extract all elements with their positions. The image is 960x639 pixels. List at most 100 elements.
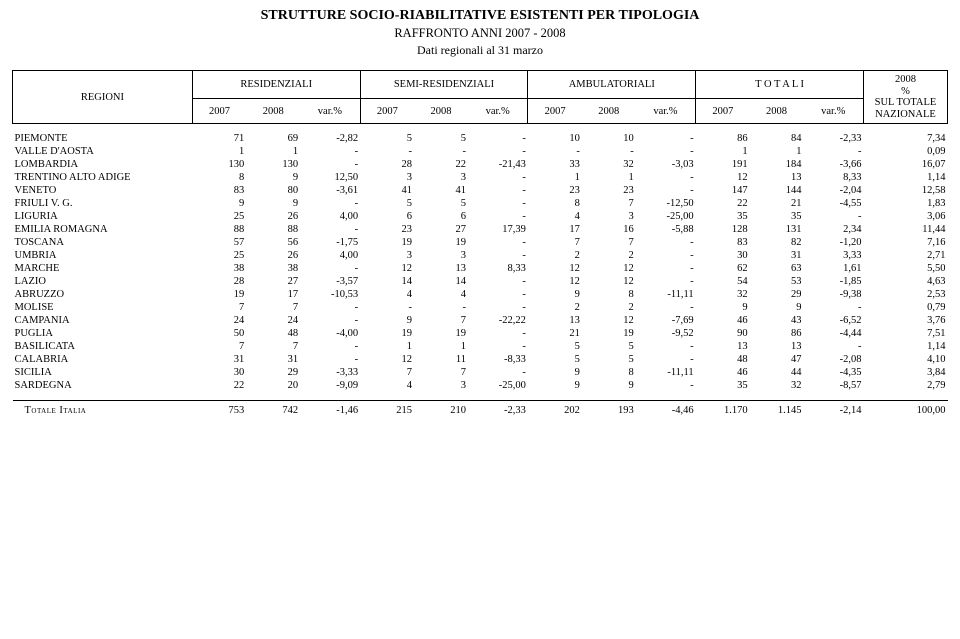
region: MOLISE — [13, 301, 193, 314]
hdr-a-2008: 2008 — [582, 99, 636, 124]
cell: 2,71 — [863, 249, 947, 262]
table-row: EMILIA ROMAGNA8888-232717,391716-5,88128… — [13, 223, 948, 236]
cell: 193 — [582, 401, 636, 418]
cell: -9,09 — [300, 379, 360, 392]
cell: - — [360, 145, 414, 158]
cell: 5,50 — [863, 262, 947, 275]
cell: 5 — [360, 132, 414, 145]
cell: 80 — [246, 184, 300, 197]
cell: 5 — [582, 340, 636, 353]
table-row: TOSCANA5756-1,751919-77-8382-1,207,16 — [13, 236, 948, 249]
cell: - — [468, 301, 528, 314]
cell: 3,84 — [863, 366, 947, 379]
cell: 35 — [750, 210, 804, 223]
cell: 2 — [582, 301, 636, 314]
cell: 71 — [192, 132, 246, 145]
cell: 12 — [528, 275, 582, 288]
cell: 2 — [528, 249, 582, 262]
cell: 191 — [696, 158, 750, 171]
cell: -1,46 — [300, 401, 360, 418]
cell: 54 — [696, 275, 750, 288]
region: EMILIA ROMAGNA — [13, 223, 193, 236]
cell: -4,46 — [636, 401, 696, 418]
table-row: VENETO8380-3,614141-2323-147144-2,0412,5… — [13, 184, 948, 197]
cell: - — [300, 158, 360, 171]
region: SICILIA — [13, 366, 193, 379]
table-row: FRIULI V. G.99-55-87-12,502221-4,551,83 — [13, 197, 948, 210]
cell: - — [636, 171, 696, 184]
cell: -4,00 — [300, 327, 360, 340]
cell: 2 — [582, 249, 636, 262]
cell: - — [300, 223, 360, 236]
cell: 1 — [246, 145, 300, 158]
region: CALABRIA — [13, 353, 193, 366]
cell: 202 — [528, 401, 582, 418]
cell: -2,33 — [804, 132, 864, 145]
cell: 742 — [246, 401, 300, 418]
cell: 3,06 — [863, 210, 947, 223]
cell: 5 — [528, 353, 582, 366]
cell: - — [804, 340, 864, 353]
cell: 13 — [528, 314, 582, 327]
cell: -3,66 — [804, 158, 864, 171]
cell: 88 — [192, 223, 246, 236]
cell: - — [636, 262, 696, 275]
cell: - — [636, 275, 696, 288]
region: TOSCANA — [13, 236, 193, 249]
cell: 19 — [360, 236, 414, 249]
cell: 130 — [192, 158, 246, 171]
cell: -4,35 — [804, 366, 864, 379]
cell: - — [414, 301, 468, 314]
cell: 12 — [582, 275, 636, 288]
table-row: MARCHE3838-12138,331212-62631,615,50 — [13, 262, 948, 275]
cell: 2 — [528, 301, 582, 314]
cell: 3 — [414, 379, 468, 392]
cell: -25,00 — [468, 379, 528, 392]
hdr-group-ambulatoriali: AMBULATORIALI — [528, 71, 696, 99]
cell: 33 — [528, 158, 582, 171]
cell: -3,33 — [300, 366, 360, 379]
cell: 84 — [750, 132, 804, 145]
cell: 5 — [360, 197, 414, 210]
cell: - — [300, 340, 360, 353]
cell: 1 — [528, 171, 582, 184]
cell: - — [468, 288, 528, 301]
hdr-r-2007: 2007 — [192, 99, 246, 124]
hdr-pct-l2: % — [901, 86, 910, 97]
cell: 1 — [414, 340, 468, 353]
cell: 8 — [528, 197, 582, 210]
cell: 0,79 — [863, 301, 947, 314]
cell: 9 — [750, 301, 804, 314]
cell: 28 — [360, 158, 414, 171]
cell: 7 — [246, 301, 300, 314]
cell: 1 — [582, 171, 636, 184]
cell: - — [360, 301, 414, 314]
cell: 8,33 — [804, 171, 864, 184]
table-row: TRENTINO ALTO ADIGE8912,5033-11-12138,33… — [13, 171, 948, 184]
title-line-2: RAFFRONTO ANNI 2007 - 2008 — [12, 26, 948, 41]
cell: 12,58 — [863, 184, 947, 197]
cell: 41 — [360, 184, 414, 197]
region: BASILICATA — [13, 340, 193, 353]
hdr-pct-l3: SUL TOTALE — [875, 97, 937, 108]
cell: 12 — [528, 262, 582, 275]
cell: 1,14 — [863, 340, 947, 353]
region: LIGURIA — [13, 210, 193, 223]
region: PIEMONTE — [13, 132, 193, 145]
cell: 29 — [750, 288, 804, 301]
hdr-r-var: var.% — [300, 99, 360, 124]
cell: 2,79 — [863, 379, 947, 392]
table-row: PUGLIA5048-4,001919-2119-9,529086-4,447,… — [13, 327, 948, 340]
region: VENETO — [13, 184, 193, 197]
cell: - — [300, 314, 360, 327]
cell: -3,03 — [636, 158, 696, 171]
table-row: ABRUZZO1917-10,5344-98-11,113229-9,382,5… — [13, 288, 948, 301]
cell: 1 — [696, 145, 750, 158]
region: VALLE D'AOSTA — [13, 145, 193, 158]
cell: -1,85 — [804, 275, 864, 288]
cell: -22,22 — [468, 314, 528, 327]
cell: 3 — [414, 249, 468, 262]
cell: -8,33 — [468, 353, 528, 366]
cell: 4 — [360, 288, 414, 301]
hdr-regioni: REGIONI — [13, 71, 193, 124]
